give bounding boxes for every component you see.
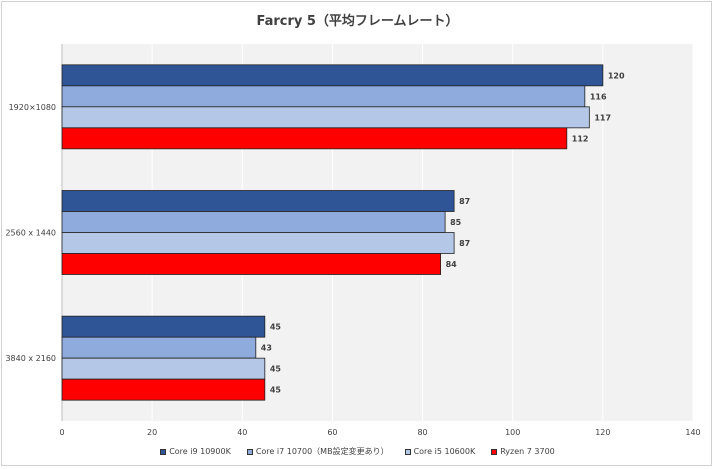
bar [61, 232, 455, 254]
legend-item: Ryzen 7 3700 [491, 447, 555, 456]
legend-item: Core i9 10900K [160, 447, 231, 456]
chart-title: Farcry 5（平均フレームレート） [256, 14, 459, 29]
x-tick-label: 40 [237, 428, 247, 437]
bar [61, 253, 442, 275]
bar [61, 211, 446, 233]
legend-item: Core i5 10600K [404, 447, 476, 456]
x-tick-label: 100 [505, 428, 520, 437]
x-tick-label: 120 [595, 428, 610, 437]
legend-item: Core i7 10700（MB設定変更あり） [246, 446, 389, 457]
y-category-label: 1920×1080 [9, 103, 56, 112]
data-label: 45 [270, 323, 282, 332]
legend-swatch [491, 448, 498, 455]
legend-label: Ryzen 7 3700 [500, 447, 555, 456]
x-tick-label: 0 [59, 428, 64, 437]
legend-label: Core i7 10700（MB設定変更あり） [255, 447, 389, 456]
bar [61, 85, 586, 108]
bars: 120 116 117 112 87 85 87 84 45 43 45 45 [61, 64, 625, 401]
data-label: 43 [261, 344, 272, 353]
x-tick-label: 60 [327, 428, 337, 437]
data-label: 87 [459, 239, 470, 248]
data-label: 45 [270, 365, 282, 374]
legend: Core i9 10900K Core i7 10700（MB設定変更あり） Cor… [0, 446, 715, 457]
legend-label: Core i5 10600K [413, 447, 476, 456]
x-tick-label: 140 [685, 428, 700, 437]
bar [61, 64, 604, 87]
legend-swatch [404, 448, 411, 455]
data-label: 85 [450, 218, 462, 227]
bar [61, 106, 590, 129]
bar [61, 357, 266, 380]
data-label: 45 [270, 386, 282, 395]
bar [61, 190, 455, 212]
data-label: 84 [446, 260, 458, 269]
legend-label: Core i9 10900K [169, 447, 231, 456]
y-category-label: 3840 x 2160 [5, 354, 56, 363]
y-category-label: 2560 x 1440 [5, 229, 56, 238]
data-label: 116 [590, 92, 607, 101]
data-label: 112 [572, 134, 589, 143]
legend-swatch [246, 448, 253, 455]
legend-swatch [160, 448, 167, 455]
x-axis-ticks: 0 20 40 60 80 100 120 140 [59, 428, 700, 437]
data-label: 117 [594, 113, 611, 122]
data-label: 87 [459, 197, 470, 206]
data-label: 120 [608, 71, 625, 80]
bar [61, 336, 257, 359]
bar [61, 127, 568, 150]
bar [61, 315, 266, 338]
x-tick-label: 80 [417, 428, 427, 437]
y-axis-categories: 1920×1080 2560 x 1440 3840 x 2160 [5, 103, 56, 363]
x-tick-label: 20 [147, 428, 157, 437]
bar [61, 378, 266, 401]
